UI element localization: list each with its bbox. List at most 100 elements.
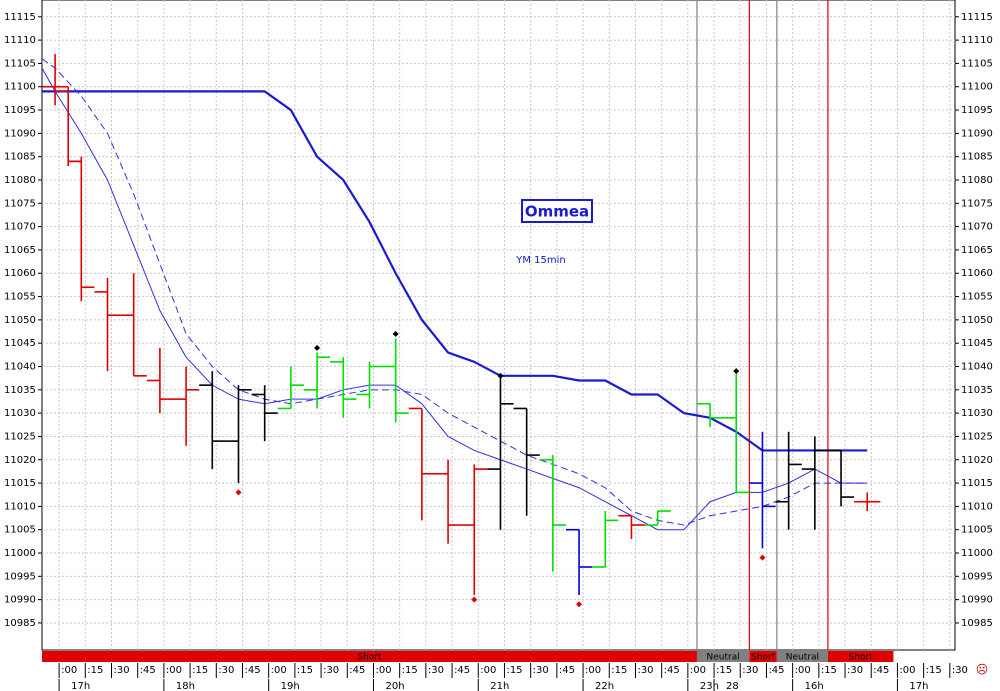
y-tick-label: 11005 bbox=[4, 525, 36, 536]
plot-frame bbox=[41, 0, 956, 651]
y-tick-label: 11025 bbox=[4, 431, 36, 442]
y2-tick-label: 11055 bbox=[961, 292, 993, 303]
slot-label: :45 bbox=[454, 665, 470, 676]
title-box bbox=[521, 199, 593, 223]
slot-label: :45 bbox=[664, 665, 680, 676]
hour-label: 23h bbox=[700, 681, 719, 691]
hour-label: 20h bbox=[385, 681, 404, 691]
y-tick-label: 11015 bbox=[4, 478, 36, 489]
y2-tick-label: 11000 bbox=[961, 548, 993, 559]
signal-dot bbox=[235, 489, 242, 496]
y2-tick-label: 11095 bbox=[961, 105, 993, 116]
slot-label: :15 bbox=[821, 665, 837, 676]
regime-label: Neutral bbox=[786, 653, 819, 663]
y2-tick-label: 11025 bbox=[961, 431, 993, 442]
slot-label: :00 bbox=[795, 665, 811, 676]
y-tick-label: 11020 bbox=[4, 455, 36, 466]
slot-label: :30 bbox=[113, 665, 129, 676]
signal-dot bbox=[497, 372, 504, 379]
slot-label: :00 bbox=[166, 665, 182, 676]
y2-tick-label: 11115 bbox=[961, 12, 993, 23]
slot-label: :30 bbox=[533, 665, 549, 676]
y2-tick-label: 11065 bbox=[961, 245, 993, 256]
y2-tick-label: 11085 bbox=[961, 152, 993, 163]
y-tick-label: 11040 bbox=[4, 361, 36, 372]
y2-tick-label: 10995 bbox=[961, 571, 993, 582]
slot-label: :00 bbox=[271, 665, 287, 676]
y-tick-label: 11010 bbox=[4, 501, 36, 512]
slot-label: :15 bbox=[87, 665, 103, 676]
chart-subtitle: YM 15min bbox=[515, 255, 566, 266]
hour-label: 17h bbox=[909, 681, 928, 691]
y-tick-label: 11030 bbox=[4, 408, 36, 419]
signal-dot bbox=[576, 601, 583, 608]
slot-label: :15 bbox=[611, 665, 627, 676]
hour-label: 16h bbox=[805, 681, 824, 691]
hour-label: 28 bbox=[726, 681, 739, 691]
y2-tick-label: 11030 bbox=[961, 408, 993, 419]
y-tick-label: 11085 bbox=[4, 152, 36, 163]
slot-label: :30 bbox=[847, 665, 863, 676]
signal-dot bbox=[733, 368, 740, 375]
slot-label: :00 bbox=[585, 665, 601, 676]
slot-label: :15 bbox=[192, 665, 208, 676]
y-tick-label: 11090 bbox=[4, 128, 36, 139]
slot-label: :30 bbox=[323, 665, 339, 676]
regime-label: Neutral bbox=[707, 653, 740, 663]
signal-dot bbox=[314, 344, 321, 351]
regime-band bbox=[696, 651, 750, 662]
slot-label: :00 bbox=[480, 665, 496, 676]
slot-label: :00 bbox=[899, 665, 915, 676]
y-tick-label: 11055 bbox=[4, 292, 36, 303]
slot-label: :00 bbox=[690, 665, 706, 676]
y-tick-label: 11070 bbox=[4, 222, 36, 233]
chart-title: Ommea bbox=[525, 203, 589, 221]
slot-label: :15 bbox=[402, 665, 418, 676]
slot-label: :15 bbox=[926, 665, 942, 676]
y-tick-label: 11000 bbox=[4, 548, 36, 559]
y-tick-label: 11045 bbox=[4, 338, 36, 349]
y2-tick-label: 11075 bbox=[961, 198, 993, 209]
slot-label: :15 bbox=[716, 665, 732, 676]
y-tick-label: 11065 bbox=[4, 245, 36, 256]
regime-band bbox=[827, 651, 894, 662]
slot-label: :30 bbox=[428, 665, 444, 676]
y-tick-label: 11115 bbox=[4, 12, 36, 23]
regime-band bbox=[776, 651, 828, 662]
y2-tick-label: 11070 bbox=[961, 222, 993, 233]
indicator-line bbox=[41, 58, 868, 526]
y2-tick-label: 11060 bbox=[961, 268, 993, 279]
slot-label: :45 bbox=[244, 665, 260, 676]
signal-dot bbox=[471, 596, 478, 603]
y2-tick-label: 11110 bbox=[961, 35, 993, 46]
regime-band bbox=[42, 651, 697, 662]
regime-band bbox=[749, 651, 777, 662]
slot-label: :45 bbox=[768, 665, 784, 676]
slot-label: :30 bbox=[218, 665, 234, 676]
signal-dot bbox=[759, 554, 766, 561]
y2-tick-label: 11045 bbox=[961, 338, 993, 349]
y-tick-label: 10990 bbox=[4, 595, 36, 606]
hour-label: 21h bbox=[490, 681, 509, 691]
slot-label: :30 bbox=[952, 665, 968, 676]
hour-label: 22h bbox=[595, 681, 614, 691]
y-tick-label: 11100 bbox=[4, 82, 36, 93]
y2-tick-label: 11090 bbox=[961, 128, 993, 139]
y-tick-label: 11110 bbox=[4, 35, 36, 46]
slot-label: :30 bbox=[637, 665, 653, 676]
y2-tick-label: 10985 bbox=[961, 618, 993, 629]
y-tick-label: 10995 bbox=[4, 571, 36, 582]
hour-label: 18h bbox=[176, 681, 195, 691]
y2-tick-label: 11015 bbox=[961, 478, 993, 489]
marks bbox=[41, 54, 881, 608]
y-tick-label: 11080 bbox=[4, 175, 36, 186]
y2-tick-label: 11100 bbox=[961, 82, 993, 93]
y2-tick-label: 11035 bbox=[961, 385, 993, 396]
y-tick-label: 11060 bbox=[4, 268, 36, 279]
regime-label: Short bbox=[357, 653, 382, 663]
y2-tick-label: 11050 bbox=[961, 315, 993, 326]
y2-tick-label: 11020 bbox=[961, 455, 993, 466]
y2-tick-label: 11080 bbox=[961, 175, 993, 186]
slot-label: :30 bbox=[742, 665, 758, 676]
